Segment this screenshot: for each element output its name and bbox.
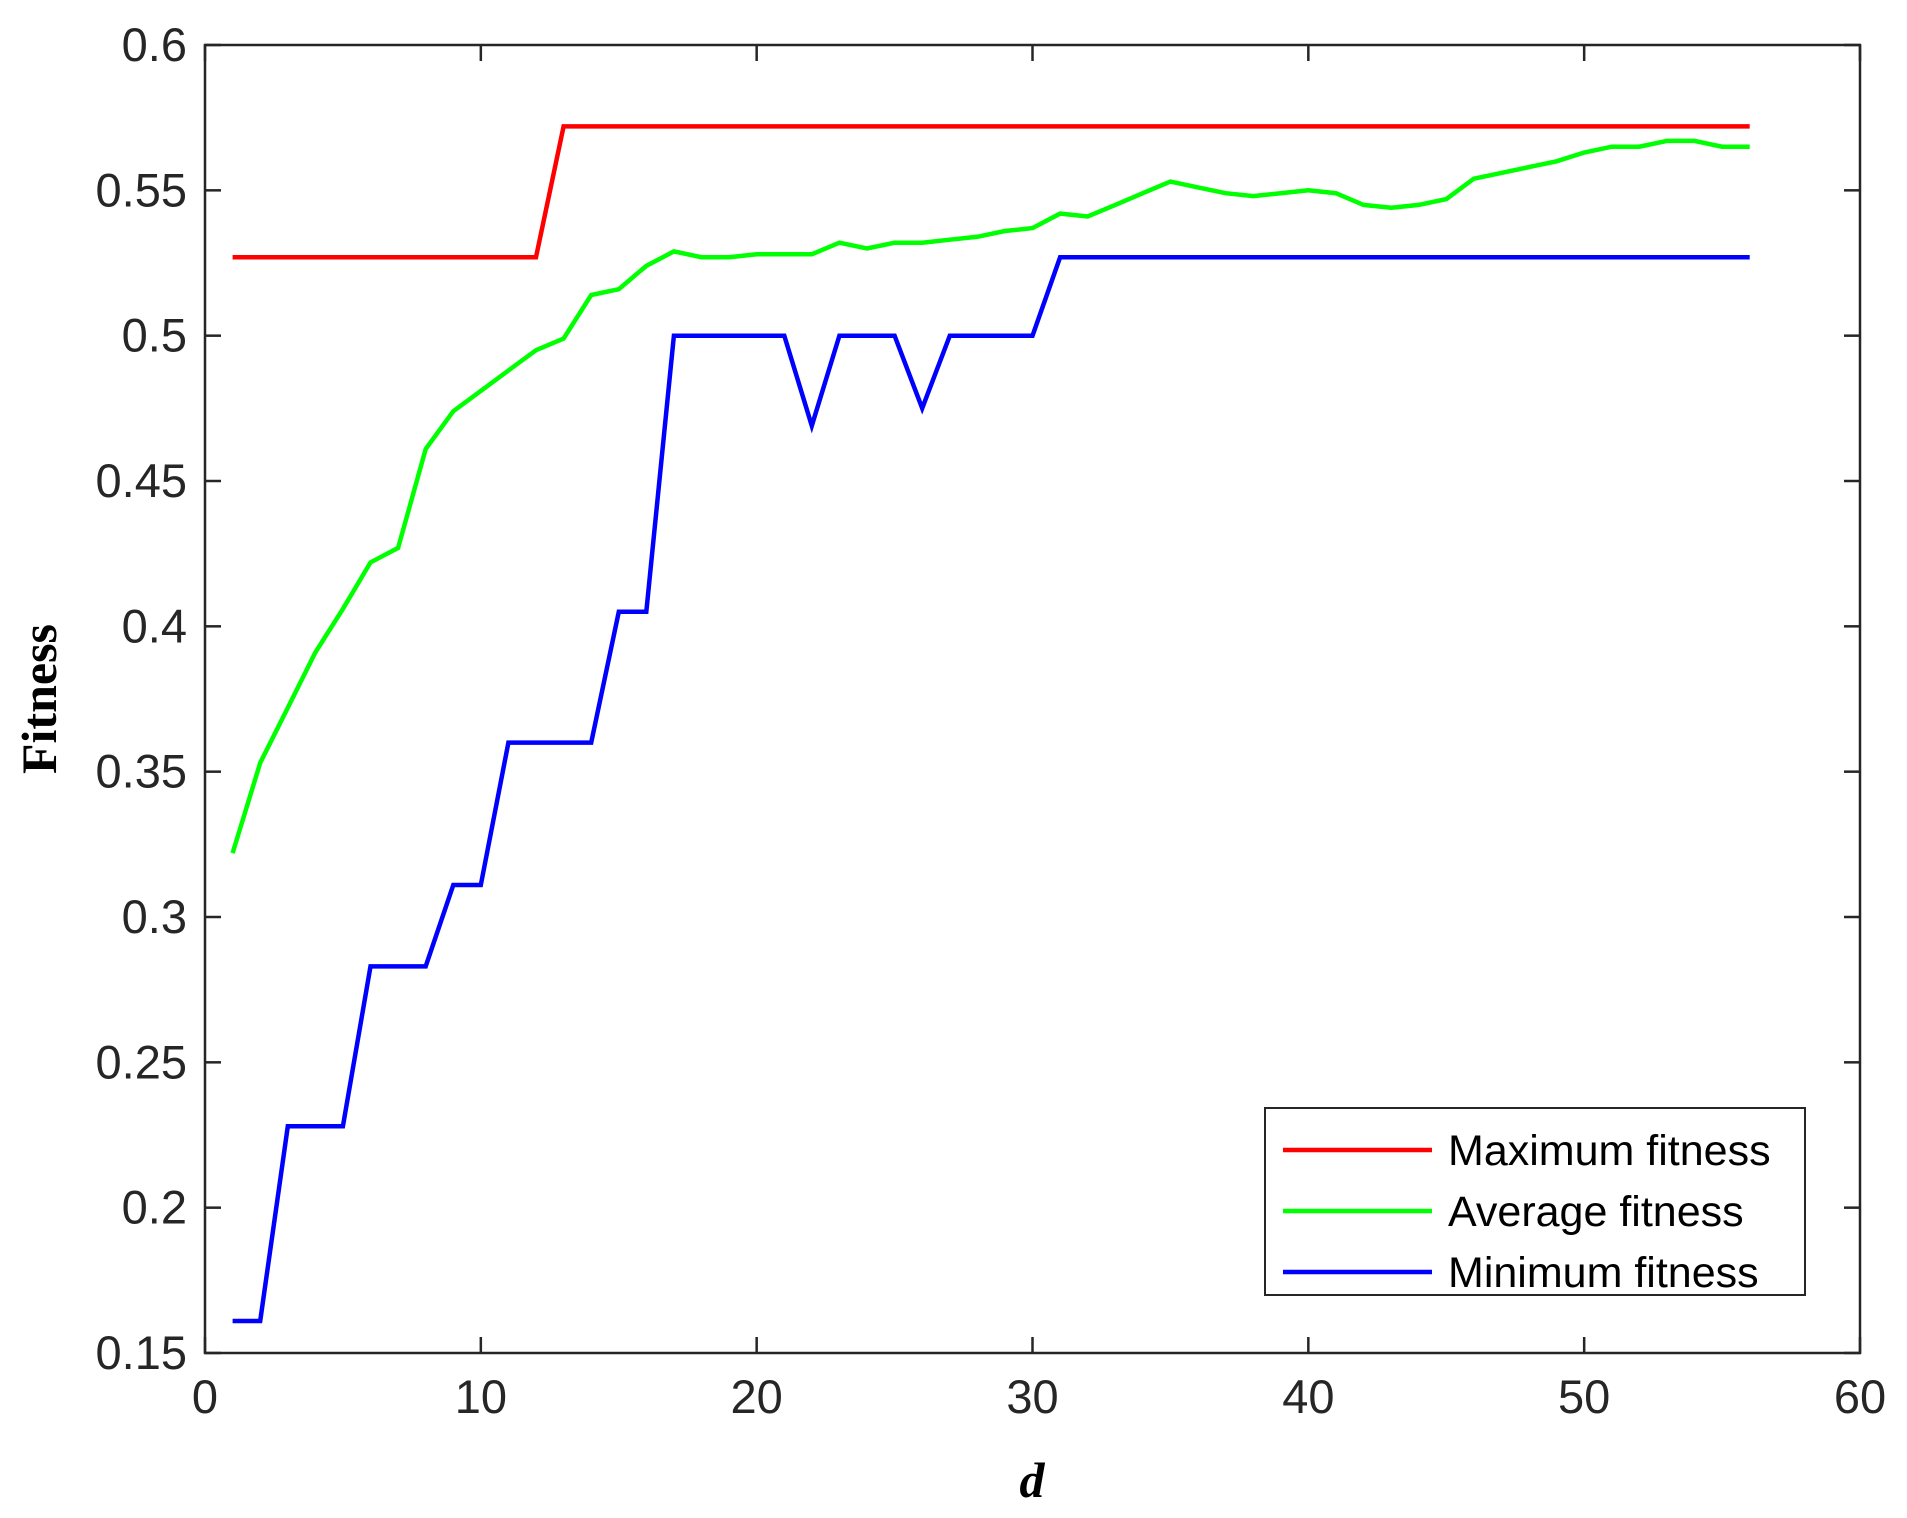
series-line-maximum-fitness [232, 124, 1750, 260]
x-tick-label: 30 [1006, 1370, 1058, 1423]
y-axis: 0.15 0.2 0.25 0.3 0.35 0.4 0.45 0.5 0.55 0.6 [96, 18, 1860, 1379]
y-tick-label: 0.35 [96, 745, 187, 798]
series-layer [230, 124, 1750, 1324]
legend-label-minimum-fitness: Minimum fitness [1448, 1249, 1759, 1297]
x-axis: 0 10 20 30 40 50 60 [192, 45, 1886, 1423]
x-tick-label: 40 [1282, 1370, 1334, 1423]
y-tick-label: 0.55 [96, 163, 187, 216]
y-tick-label: 0.5 [122, 309, 187, 362]
x-tick-label: 20 [731, 1370, 783, 1423]
legend-label-maximum-fitness: Maximum fitness [1448, 1127, 1771, 1175]
y-tick-label: 0.3 [122, 890, 187, 943]
y-tick-label: 0.15 [96, 1326, 187, 1379]
y-tick-label: 0.6 [122, 18, 187, 71]
y-tick-label: 0.2 [122, 1181, 187, 1234]
legend-label-average-fitness: Average fitness [1448, 1188, 1744, 1236]
x-tick-label: 10 [455, 1370, 507, 1423]
x-tick-label: 0 [192, 1370, 218, 1423]
y-axis-title: Fitness [11, 624, 67, 774]
x-tick-label: 50 [1558, 1370, 1610, 1423]
x-tick-label: 60 [1834, 1370, 1886, 1423]
series-line-minimum-fitness [232, 254, 1750, 1324]
y-tick-label: 0.25 [96, 1035, 187, 1088]
x-axis-title: d [1020, 1452, 1046, 1508]
y-tick-label: 0.45 [96, 454, 187, 507]
series-line-average-fitness [230, 138, 1750, 854]
legend-items: Maximum fitness Average fitness Minimum fi… [1283, 1127, 1771, 1297]
y-tick-label: 0.4 [122, 599, 187, 652]
legend: Maximum fitness Average fitness Minimum fi… [1264, 1107, 1806, 1297]
legend-box [1264, 1107, 1806, 1296]
